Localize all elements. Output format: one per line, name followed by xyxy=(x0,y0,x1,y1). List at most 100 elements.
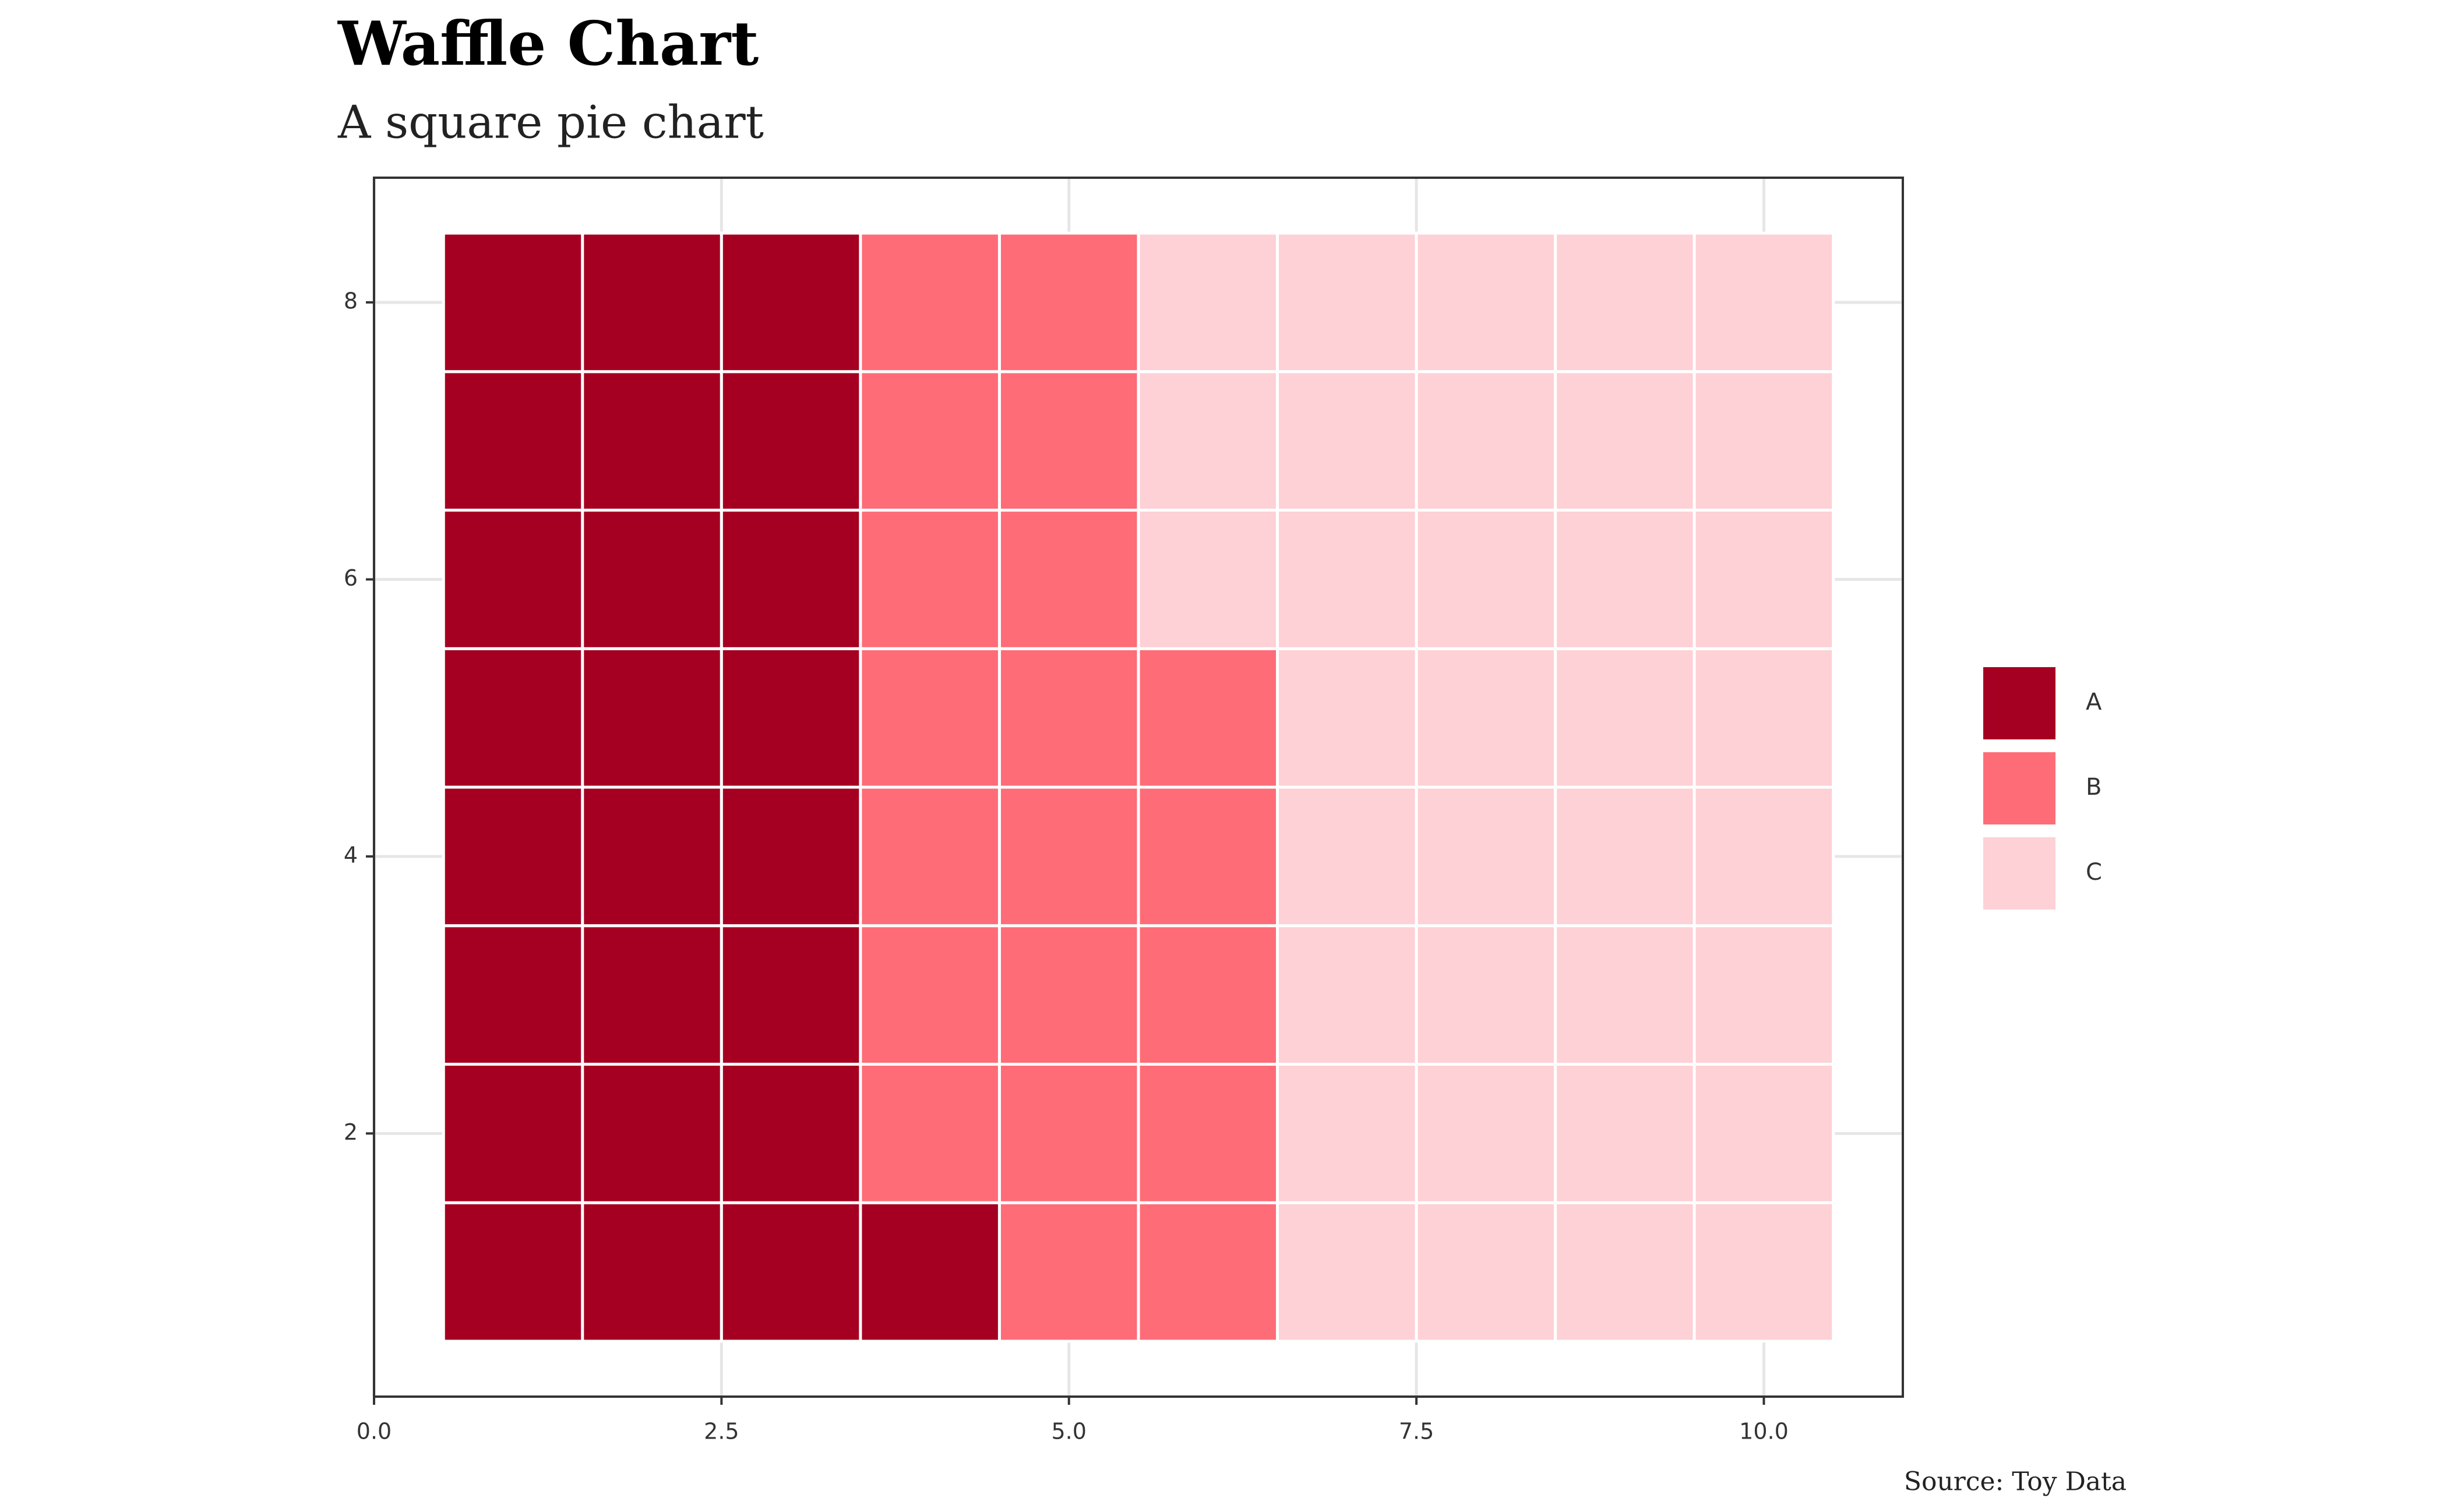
x-tick-label: 7.5 xyxy=(1399,1419,1434,1444)
waffle-tile xyxy=(720,1201,862,1343)
x-tick-label: 10.0 xyxy=(1739,1419,1789,1444)
waffle-tile xyxy=(1693,647,1835,789)
waffle-tile xyxy=(859,647,1001,789)
waffle-tile xyxy=(581,370,723,512)
x-tick-label: 5.0 xyxy=(1052,1419,1087,1444)
y-tick-label: 4 xyxy=(344,842,358,868)
waffle-tile xyxy=(1276,924,1418,1066)
y-tick-label: 8 xyxy=(344,288,358,313)
waffle-tile xyxy=(859,1201,1001,1343)
waffle-tile xyxy=(1693,924,1835,1066)
waffle-tile xyxy=(581,509,723,650)
y-tick-label: 6 xyxy=(344,565,358,591)
x-tick-label: 0.0 xyxy=(357,1419,392,1444)
waffle-tile xyxy=(1415,785,1557,928)
waffle-tile xyxy=(1415,509,1557,650)
panel-border xyxy=(373,177,1904,1398)
waffle-tile xyxy=(442,1062,584,1204)
waffle-tile xyxy=(1693,785,1835,928)
waffle-tile xyxy=(997,924,1140,1066)
waffle-tile xyxy=(720,509,862,650)
waffle-tile xyxy=(1693,1062,1835,1204)
waffle-tile xyxy=(1415,370,1557,512)
waffle-tile xyxy=(859,509,1001,650)
legend-label: A xyxy=(2086,689,2102,716)
waffle-tile xyxy=(997,785,1140,928)
waffle-tile xyxy=(1276,1201,1418,1343)
waffle-tile xyxy=(1554,1201,1696,1343)
waffle-tile xyxy=(859,785,1001,928)
waffle-tile xyxy=(442,647,584,789)
waffle-tile xyxy=(1693,370,1835,512)
waffle-tile xyxy=(1415,647,1557,789)
waffle-tile xyxy=(1137,1062,1279,1204)
waffle-tile xyxy=(1693,1201,1835,1343)
waffle-tile xyxy=(581,1062,723,1204)
waffle-tile xyxy=(997,1201,1140,1343)
waffle-tile xyxy=(1276,370,1418,512)
waffle-tile xyxy=(442,924,584,1066)
waffle-tile xyxy=(581,785,723,928)
waffle-tile xyxy=(442,370,584,512)
waffle-tile xyxy=(1137,647,1279,789)
waffle-tile xyxy=(1554,647,1696,789)
waffle-tile xyxy=(1554,370,1696,512)
waffle-tile xyxy=(581,231,723,373)
waffle-tile xyxy=(859,1062,1001,1204)
legend-label: C xyxy=(2086,859,2102,886)
waffle-tile xyxy=(1137,509,1279,650)
waffle-tile xyxy=(720,647,862,789)
waffle-tile xyxy=(442,1201,584,1343)
waffle-tile xyxy=(1276,1062,1418,1204)
waffle-tile xyxy=(720,1062,862,1204)
legend-key xyxy=(1983,837,2055,910)
waffle-tile xyxy=(1415,1062,1557,1204)
waffle-tile xyxy=(720,370,862,512)
waffle-tile xyxy=(1137,231,1279,373)
waffle-tile xyxy=(442,785,584,928)
chart-subtitle: A square pie chart xyxy=(337,97,764,149)
waffle-tile xyxy=(1276,785,1418,928)
waffle-tile xyxy=(581,647,723,789)
waffle-tile xyxy=(1415,924,1557,1066)
waffle-tile xyxy=(859,370,1001,512)
y-tick-label: 2 xyxy=(344,1119,358,1145)
legend-key xyxy=(1983,667,2055,739)
caption: Source: Toy Data xyxy=(1904,1467,2127,1497)
waffle-tile xyxy=(997,231,1140,373)
waffle-tile xyxy=(1415,1201,1557,1343)
waffle-tile xyxy=(1276,647,1418,789)
waffle-tile xyxy=(1693,509,1835,650)
waffle-tile xyxy=(581,1201,723,1343)
waffle-tile xyxy=(1276,509,1418,650)
waffle-tile xyxy=(720,231,862,373)
waffle-tile xyxy=(442,509,584,650)
waffle-tile xyxy=(997,647,1140,789)
waffle-tile xyxy=(859,924,1001,1066)
waffle-tile xyxy=(581,924,723,1066)
waffle-tile xyxy=(997,1062,1140,1204)
waffle-tile xyxy=(859,231,1001,373)
waffle-tile xyxy=(1554,509,1696,650)
waffle-tile xyxy=(1693,231,1835,373)
waffle-tile xyxy=(720,924,862,1066)
legend-key xyxy=(1983,752,2055,824)
legend-label: B xyxy=(2086,774,2102,801)
waffle-tile xyxy=(1554,231,1696,373)
waffle-tile xyxy=(1415,231,1557,373)
waffle-tile xyxy=(1554,1062,1696,1204)
waffle-tile xyxy=(1137,924,1279,1066)
x-tick-label: 2.5 xyxy=(704,1419,739,1444)
waffle-tile xyxy=(1137,1201,1279,1343)
chart-title: Waffle Chart xyxy=(337,8,759,79)
waffle-tile xyxy=(997,509,1140,650)
waffle-tile xyxy=(997,370,1140,512)
waffle-tile xyxy=(1137,370,1279,512)
waffle-tile xyxy=(720,785,862,928)
waffle-tile xyxy=(1554,785,1696,928)
waffle-tile xyxy=(442,231,584,373)
waffle-tile xyxy=(1554,924,1696,1066)
waffle-tile xyxy=(1137,785,1279,928)
